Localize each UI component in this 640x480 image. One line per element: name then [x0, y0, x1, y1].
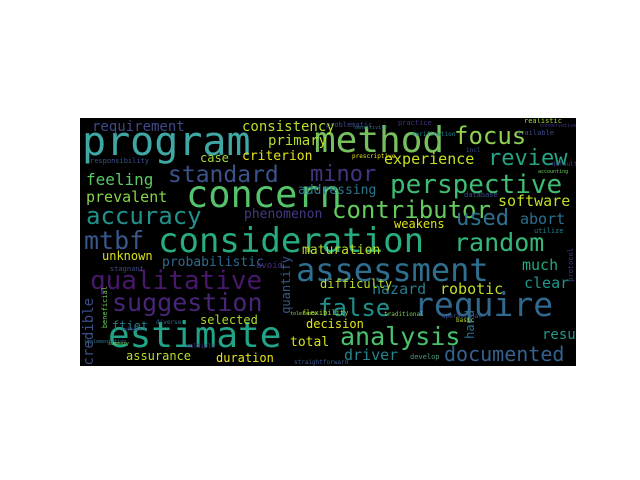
- word-mtbf: mtbf: [84, 226, 145, 255]
- word-diverse: diverse: [156, 319, 182, 326]
- word-criterion: criterion: [242, 149, 313, 164]
- word-assurance: assurance: [126, 349, 192, 363]
- word-incl: incl: [466, 147, 481, 154]
- word-tolerance: tolerance: [290, 311, 318, 317]
- word-basic: basic: [456, 317, 475, 324]
- word-consistency: consistency: [242, 119, 335, 135]
- word-prevalent: prevalent: [86, 188, 168, 206]
- word-weakens: weakens: [394, 217, 445, 231]
- word-conservative: conservative: [540, 123, 576, 129]
- word-documented: documented: [444, 342, 565, 366]
- word-contributor: contributor: [332, 196, 491, 224]
- word-case: case: [200, 151, 229, 165]
- word-program: program: [82, 119, 251, 165]
- word-realistic: realistic: [524, 118, 562, 125]
- word-difficulty: difficulty: [320, 277, 393, 291]
- word-credible: credible: [81, 298, 97, 366]
- word-maturation: maturation: [302, 243, 381, 258]
- word-analysis: analysis: [340, 322, 461, 351]
- word-default: default: [552, 161, 576, 168]
- word-ftiet: ftiet: [112, 319, 149, 333]
- word-random: random: [454, 228, 545, 257]
- word-practice: practice: [398, 119, 432, 127]
- word-beneficial: beneficial: [101, 286, 109, 329]
- word-duration: duration: [216, 351, 274, 365]
- word-requirement: requirement: [92, 119, 185, 135]
- word-standard: standard: [168, 162, 279, 188]
- word-addressing: addressing: [298, 183, 377, 198]
- word-decision: decision: [306, 317, 364, 331]
- word-sensitivity: sensitivity: [354, 125, 388, 131]
- word-unknown: unknown: [102, 249, 153, 263]
- word-probabilistic: probabilistic: [162, 255, 264, 270]
- word-develop: develop: [410, 353, 440, 361]
- word-driver: driver: [344, 346, 399, 364]
- word-robotic: robotic: [440, 280, 504, 298]
- word-problematic: problematic: [326, 121, 373, 129]
- word-available: available: [516, 129, 554, 137]
- word-qualitative: qualitative: [90, 266, 263, 296]
- word-concern: concern: [186, 173, 342, 216]
- word-false: false: [318, 294, 391, 322]
- word-cloud: program method focus review concern pers…: [80, 118, 576, 366]
- word-suggestion: suggestion: [112, 288, 263, 317]
- word-much: much: [522, 256, 559, 274]
- word-database: database: [464, 191, 498, 199]
- word-consideration: consideration: [158, 221, 425, 261]
- word-method: method: [314, 120, 445, 161]
- word-prescriptive: prescriptive: [352, 153, 396, 160]
- word-total: total: [290, 335, 330, 350]
- word-feeling: feeling: [86, 170, 154, 189]
- word-protocol: protocol: [567, 248, 575, 282]
- word-operational: operational: [442, 313, 482, 320]
- word-accuracy: accuracy: [86, 202, 202, 230]
- word-perspective: perspective: [390, 170, 563, 200]
- word-review: review: [488, 146, 568, 171]
- word-software: software: [498, 192, 571, 210]
- word-traditional: traditional: [384, 311, 424, 318]
- word-responsibility: responsibility: [90, 157, 150, 165]
- word-clear: clear: [524, 274, 570, 292]
- word-minor: minor: [310, 162, 377, 187]
- word-abort: abort: [520, 210, 566, 228]
- word-summary: summary: [108, 341, 130, 347]
- word-phenomenon: phenomenon: [244, 207, 323, 222]
- word-accounting: accounting: [538, 169, 569, 175]
- word-focus: focus: [454, 122, 527, 150]
- word-flexibility: flexibility: [302, 309, 349, 317]
- word-used: used: [456, 206, 509, 231]
- word-require: require: [414, 285, 554, 324]
- word-result: result: [542, 327, 576, 343]
- word-avoid: avoid: [256, 261, 284, 271]
- word-stagnant: stagnant: [110, 265, 144, 273]
- word-selected: selected: [200, 313, 258, 327]
- word-effect: effect: [124, 327, 143, 333]
- word-straightforward: straightforward: [294, 359, 349, 366]
- word-utilize: utilize: [534, 227, 564, 235]
- word-primary: primary: [268, 133, 328, 149]
- word-implementation: implementation: [84, 339, 127, 345]
- word-assessment: assessment: [296, 251, 489, 289]
- word-verification: verification: [412, 131, 456, 138]
- word-estimate: estimate: [108, 315, 282, 356]
- word-experience: experience: [384, 150, 475, 168]
- word-multiple: multiple: [186, 343, 215, 350]
- word-hazard: hazard: [372, 280, 427, 298]
